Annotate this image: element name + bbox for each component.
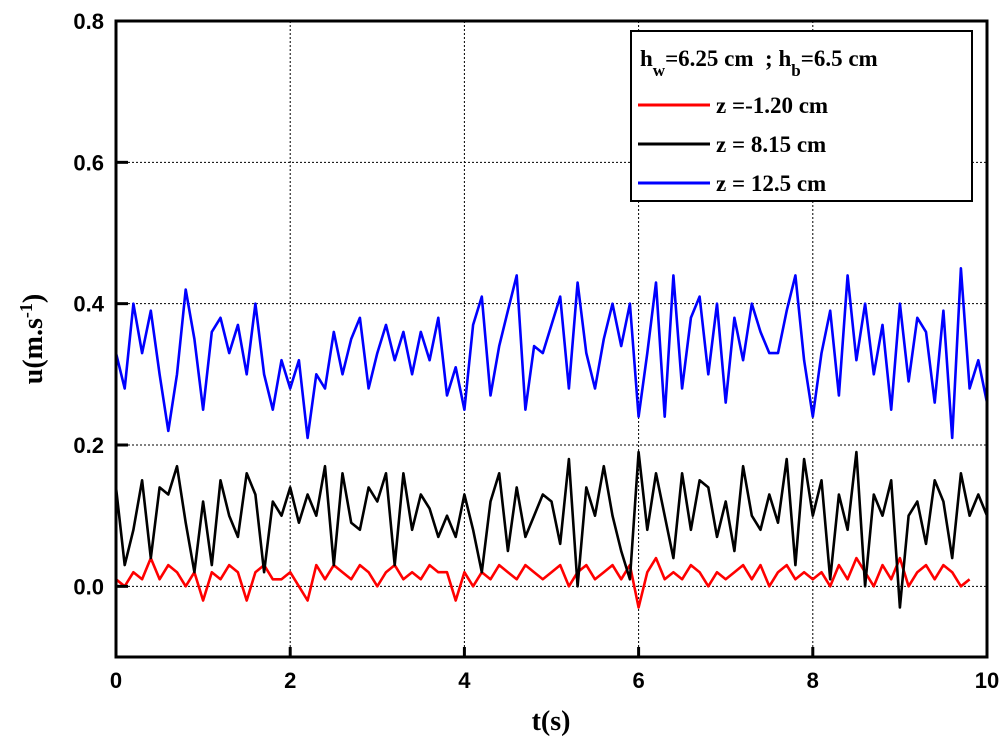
- x-tick-label: 6: [632, 668, 644, 693]
- y-tick-label: 0.8: [73, 9, 104, 34]
- legend-label-0: z =-1.20 cm: [716, 93, 828, 118]
- y-tick-label: 0.2: [73, 433, 104, 458]
- y-tick-label: 0.0: [73, 574, 104, 599]
- legend-label-2: z = 12.5 cm: [716, 171, 826, 196]
- y-axis-label: u(m.s-1): [16, 294, 49, 384]
- axis-ticks: 0 2 4 6 8 10 0.0 0.2 0.4 0.6 0.8: [73, 9, 999, 693]
- x-tick-label: 2: [284, 668, 296, 693]
- x-tick-label: 0: [110, 668, 122, 693]
- series-line-2: [114, 266, 989, 440]
- x-axis-label: t(s): [532, 706, 571, 737]
- x-tick-label: 4: [458, 668, 471, 693]
- legend-header: hw=6.25 cm ; hb=6.5 cm: [640, 46, 878, 80]
- series-line-0: [115, 556, 971, 609]
- legend: hw=6.25 cm ; hb=6.5 cm z =-1.20 cm z = 8.…: [630, 30, 973, 202]
- legend-box: [630, 30, 973, 202]
- x-tick-label: 10: [975, 668, 999, 693]
- x-tick-label: 8: [807, 668, 819, 693]
- plot-frame: [114, 19, 989, 659]
- legend-label-1: z = 8.15 cm: [716, 132, 826, 157]
- series-lines: [114, 266, 989, 609]
- y-tick-label: 0.4: [73, 292, 104, 317]
- y-tick-label: 0.6: [73, 150, 104, 175]
- series-line-1: [114, 450, 989, 609]
